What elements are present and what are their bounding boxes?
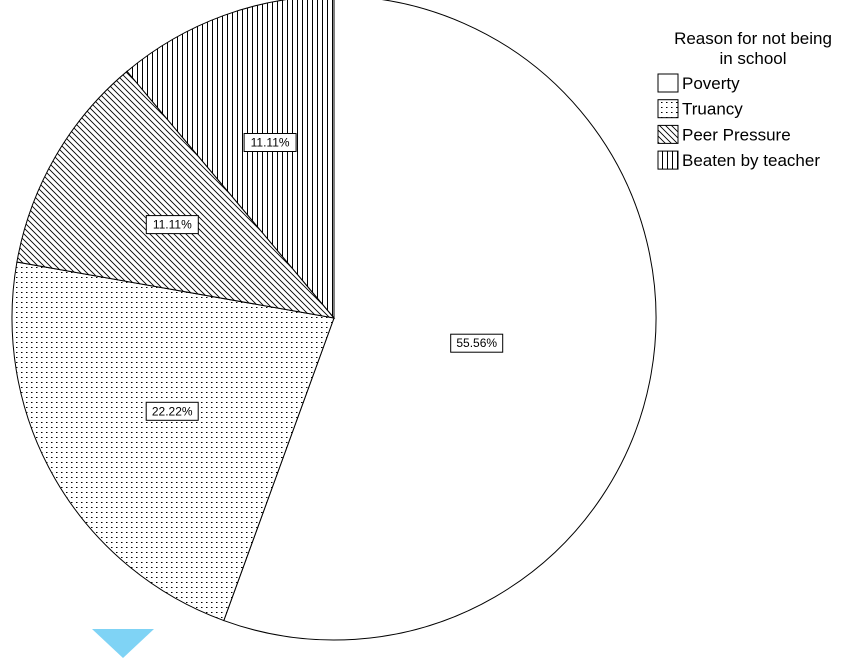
legend-swatch xyxy=(657,99,679,119)
legend-item-poverty: Poverty xyxy=(657,73,740,93)
legend-swatch xyxy=(657,124,679,144)
pie-slice-peer-pressure xyxy=(16,70,336,319)
legend-item-truancy: Truancy xyxy=(657,99,743,119)
data-label-box xyxy=(450,333,504,353)
data-label-text: 11.11% xyxy=(251,136,290,150)
legend-label: Truancy xyxy=(682,100,743,119)
data-label-peer-pressure: 11.11% xyxy=(145,215,199,235)
data-label-text: 11.11% xyxy=(153,218,192,232)
data-label-poverty: 55.56% xyxy=(450,333,504,353)
data-label-box xyxy=(145,215,199,235)
pie-slice-poverty xyxy=(223,0,657,641)
pie-data-labels: 55.56% 22.22% 11.11% 11.11% xyxy=(145,133,504,421)
legend-title-line-2: in school xyxy=(719,49,786,68)
legend-label: Poverty xyxy=(682,74,740,93)
data-label-box xyxy=(145,401,199,421)
pie-slices xyxy=(11,0,657,641)
legend: Reason for not being in school Poverty Tr… xyxy=(657,29,832,170)
legend-label: Peer Pressure xyxy=(682,125,791,144)
legend-label: Beaten by teacher xyxy=(682,151,820,170)
data-label-beaten-by-teacher: 11.11% xyxy=(243,133,297,152)
legend-swatch xyxy=(657,150,679,170)
data-label-text: 22.22% xyxy=(152,404,193,418)
legend-item-peer-pressure: Peer Pressure xyxy=(657,124,791,144)
legend-item-beaten-by-teacher: Beaten by teacher xyxy=(657,150,820,170)
data-label-truancy: 22.22% xyxy=(145,401,199,421)
legend-swatch xyxy=(657,73,679,93)
pie-slice-beaten-by-teacher xyxy=(126,0,335,320)
data-label-text: 55.56% xyxy=(456,336,497,350)
chevron-down-icon[interactable] xyxy=(92,629,154,658)
legend-title-line-1: Reason for not being xyxy=(674,29,832,48)
data-label-box xyxy=(243,133,297,152)
pie-slice-truancy xyxy=(11,261,335,622)
